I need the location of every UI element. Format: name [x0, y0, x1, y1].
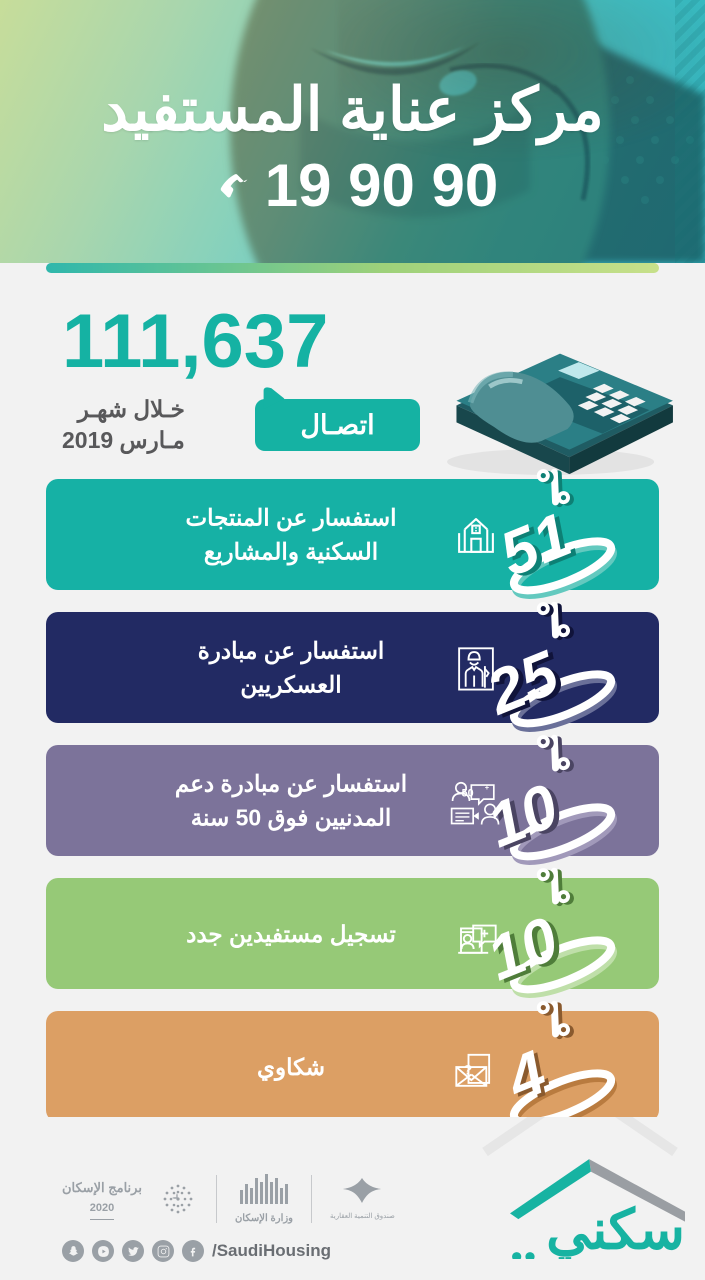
svg-text:+: +: [485, 783, 490, 792]
svg-text:50: 50: [462, 787, 474, 799]
svg-text:سكني: سكني: [546, 1198, 685, 1259]
